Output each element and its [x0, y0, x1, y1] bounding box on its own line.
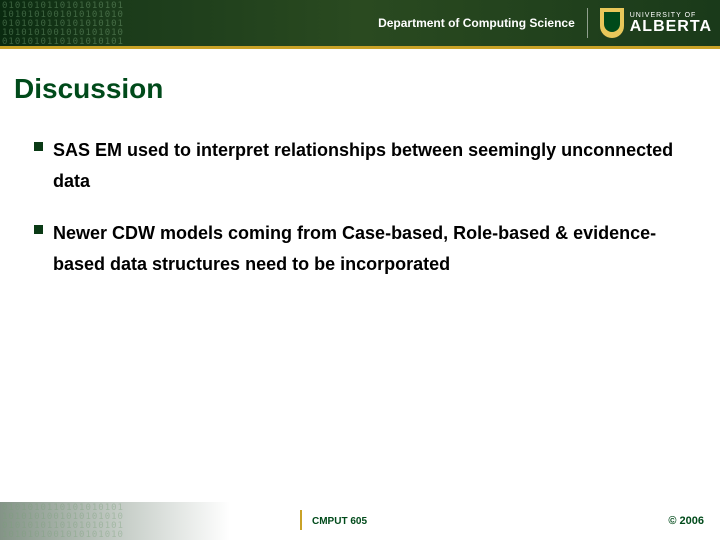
bullet-text: SAS EM used to interpret relationships b…: [53, 135, 686, 196]
university-big-text: ALBERTA: [630, 19, 712, 35]
bullet-marker-icon: [34, 142, 43, 151]
slide-title: Discussion: [0, 49, 720, 113]
header-binary-pattern: 0101010110101010101 1010101001010101010 …: [0, 0, 260, 46]
crest-icon: [600, 8, 624, 38]
header-divider: [587, 8, 588, 38]
bullet-item: SAS EM used to interpret relationships b…: [34, 135, 686, 196]
bullet-item: Newer CDW models coming from Case-based,…: [34, 218, 686, 279]
footer-bar: 0101010110101010101 1010101001010101010 …: [0, 502, 720, 540]
footer-binary-pattern: 0101010110101010101 1010101001010101010 …: [0, 502, 230, 540]
bullet-text: Newer CDW models coming from Case-based,…: [53, 218, 686, 279]
header-bar: 0101010110101010101 1010101001010101010 …: [0, 0, 720, 46]
department-label: Department of Computing Science: [378, 16, 575, 30]
footer-course-label: CMPUT 605: [312, 516, 367, 527]
content-area: SAS EM used to interpret relationships b…: [0, 113, 720, 279]
footer-divider: [300, 510, 302, 530]
footer-copyright-label: © 2006: [668, 515, 704, 527]
bullet-marker-icon: [34, 225, 43, 234]
university-logo: UNIVERSITY OF ALBERTA: [600, 8, 712, 38]
university-wordmark: UNIVERSITY OF ALBERTA: [630, 12, 712, 35]
